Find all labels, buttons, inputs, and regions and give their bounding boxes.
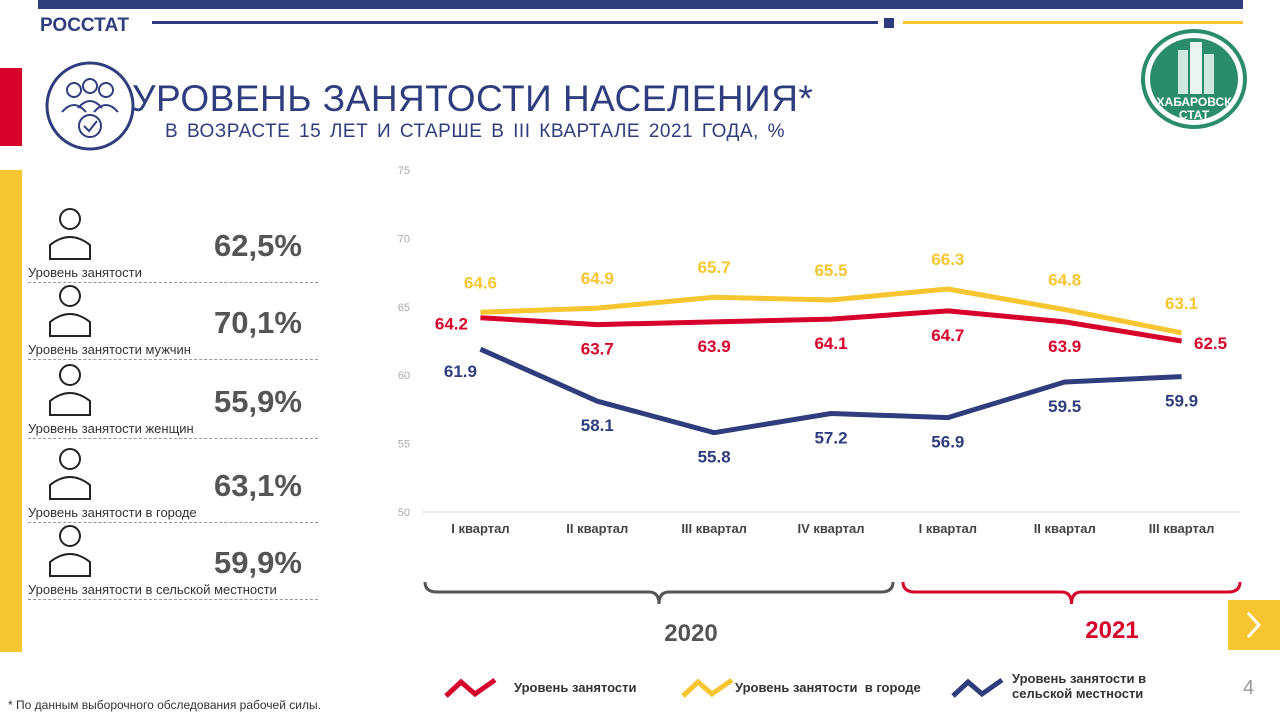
indicator-label: Уровень занятости	[28, 265, 142, 280]
data-label: 66.3	[931, 250, 964, 269]
data-label: 55.8	[698, 448, 731, 467]
title: УРОВЕНЬ ЗАНЯТОСТИ НАСЕЛЕНИЯ*	[132, 78, 814, 119]
legend-label: Уровень занятости в сельской местности	[1012, 671, 1147, 701]
data-label: 59.5	[1048, 397, 1081, 416]
data-label: 64.2	[435, 315, 468, 334]
data-label: 63.7	[581, 340, 614, 359]
indicator-divider	[28, 438, 318, 439]
logo-line: СТАТ	[1178, 108, 1210, 122]
indicator-divider	[28, 522, 318, 523]
subtitle: В ВОЗРАСТЕ 15 ЛЕТ И СТАРШЕ В III КВАРТАЛ…	[165, 121, 785, 142]
data-label: 64.1	[814, 334, 847, 353]
title-icon	[45, 61, 135, 151]
logo	[1141, 29, 1247, 129]
data-label: 64.7	[931, 326, 964, 345]
y-tick-label: 70	[398, 233, 410, 245]
data-label: 63.9	[698, 337, 731, 356]
y-tick-label: 50	[398, 507, 410, 519]
next-button[interactable]	[1228, 600, 1280, 650]
indicator-icon	[49, 364, 91, 416]
indicator-value: 63,1%	[214, 468, 302, 503]
legend-swatch	[681, 677, 734, 698]
indicator-divider	[28, 599, 318, 600]
data-label: 62.5	[1194, 334, 1227, 353]
x-tick-label: II квартал	[1034, 521, 1096, 536]
period-bracket	[423, 581, 895, 605]
data-label: 64.6	[464, 273, 497, 292]
data-label: 57.2	[814, 429, 847, 448]
header-rule	[152, 21, 878, 24]
legend-swatch-line	[681, 677, 734, 698]
legend-swatch-line	[444, 677, 497, 698]
data-label: 64.8	[1048, 271, 1081, 290]
page-number: 4	[1243, 677, 1255, 699]
indicator-label: Уровень занятости в сельской местности	[28, 582, 277, 597]
top-bar	[38, 0, 1243, 9]
y-tick-label: 60	[398, 370, 410, 382]
logo-text: ХАБАРОВСК СТАТ	[1148, 96, 1240, 122]
brand: РОССТАТ	[40, 15, 129, 36]
logo-line: ХАБАРОВСК	[1156, 95, 1232, 109]
header-square	[884, 18, 894, 28]
indicator-divider	[28, 359, 318, 360]
indicator-divider	[28, 282, 318, 283]
x-tick-label: IV квартал	[797, 521, 864, 536]
data-label: 64.9	[581, 269, 614, 288]
indicator-label: Уровень занятости в городе	[28, 505, 197, 520]
period-label: 2021	[1085, 617, 1138, 644]
x-tick-label: III квартал	[1149, 521, 1215, 536]
indicator-icon	[49, 208, 91, 260]
period-label: 2020	[664, 620, 717, 647]
data-label: 65.5	[814, 261, 847, 280]
data-label: 61.9	[444, 362, 477, 381]
data-label: 63.1	[1165, 294, 1198, 313]
legend-label: Уровень занятости в городе	[735, 680, 921, 695]
indicator-label: Уровень занятости мужчин	[28, 342, 191, 357]
period-bracket	[901, 581, 1242, 605]
data-label: 65.7	[698, 258, 731, 277]
next-arrow	[1246, 611, 1262, 639]
indicator-icon	[49, 525, 91, 577]
indicator-icon	[49, 448, 91, 500]
series-line	[480, 286, 1183, 336]
x-tick-label: II квартал	[566, 521, 628, 536]
accent-bar	[0, 68, 22, 146]
indicator-label: Уровень занятости женщин	[28, 421, 194, 436]
x-tick-label: III квартал	[681, 521, 747, 536]
indicator-value: 55,9%	[214, 384, 302, 419]
x-tick-label: I квартал	[919, 521, 977, 536]
y-tick-label: 75	[398, 165, 410, 177]
series-line	[479, 346, 1182, 436]
data-label: 56.9	[931, 433, 964, 452]
legend-label: Уровень занятости	[514, 680, 637, 695]
legend-swatch	[951, 677, 1004, 698]
legend-swatch-line	[951, 677, 1004, 698]
indicator-value: 59,9%	[214, 545, 302, 580]
accent-bar	[0, 170, 22, 652]
footnote: * По данным выборочного обследования раб…	[8, 698, 321, 712]
y-tick-label: 55	[398, 439, 410, 451]
y-tick-label: 65	[398, 302, 410, 314]
data-label: 59.9	[1165, 392, 1198, 411]
data-label: 58.1	[581, 416, 614, 435]
indicator-value: 70,1%	[214, 305, 302, 340]
legend-swatch	[444, 677, 497, 698]
indicator-value: 62,5%	[214, 228, 302, 263]
x-tick-label: I квартал	[451, 521, 509, 536]
header-rule	[903, 21, 1243, 24]
data-label: 63.9	[1048, 337, 1081, 356]
series-line	[480, 308, 1182, 344]
indicator-icon	[49, 285, 91, 337]
